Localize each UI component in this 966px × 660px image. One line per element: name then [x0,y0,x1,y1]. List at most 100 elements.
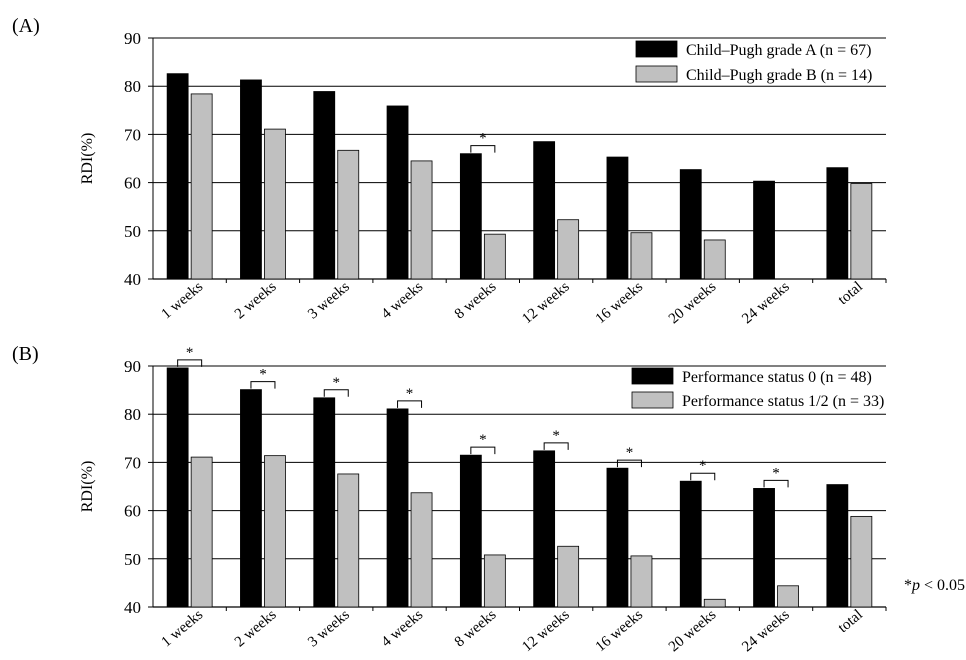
bar-light-1 [190,93,213,280]
bar-dark-6 [533,141,556,280]
bar-dark-10 [826,484,849,608]
x-tick-label: 1 weeks [159,279,207,323]
legend-entry: Child–Pugh grade B (n = 14) [686,67,872,84]
significance-bracket [763,479,789,488]
x-tick-label: 20 weeks [666,279,719,328]
bar-light-3 [337,149,360,280]
x-tick-label: 12 weeks [519,607,572,656]
y-axis-label: RDI(%) [79,133,96,185]
bar-light-6 [557,219,580,280]
bar-dark-6 [533,450,556,608]
bar-dark-3 [313,91,336,280]
legend-entry: Child–Pugh grade A (n = 67) [686,42,871,59]
bar-light-1 [190,456,213,608]
bar-dark-7 [606,467,629,608]
x-tick-label: 3 weeks [305,607,353,651]
footnote-p: p [911,577,920,594]
significance-star: * [333,375,341,391]
significance-star: * [259,367,267,383]
y-tick-label: 90 [124,357,141,376]
y-tick-label: 80 [124,405,141,424]
bar-dark-4 [386,105,409,280]
bar-light-4 [410,160,433,280]
significance-bracket [470,446,496,455]
chart-panel-b: (B) RDI(%) 40 50 60 70 80 90 1 weeks 2 weeks 3 wee… [12,343,965,655]
panel-label: (A) [12,15,40,37]
legend-swatch [635,40,678,58]
bar-light-2 [264,455,286,608]
legend-swatch [631,367,674,385]
bar-light-2 [264,128,286,280]
significance-star: * [479,131,487,147]
x-tick-label: 16 weeks [593,607,646,656]
chart-panel-a: (A) RDI(%) 40 50 60 70 80 90 1 weeks 2 weeks 3 wee… [12,15,887,328]
significance-star: * [552,428,560,444]
x-tick-label: 3 weeks [305,279,353,323]
x-tick-label: total [835,607,866,636]
bar-dark-9 [753,488,775,608]
bar-light-7 [630,232,653,280]
y-tick-label: 80 [124,77,141,96]
legend-entry: Performance status 0 (n = 48) [682,369,872,386]
bar-light-3 [337,473,360,608]
bar-dark-2 [240,79,262,280]
x-tick-label: 24 weeks [739,607,792,656]
y-tick-label: 90 [124,29,141,48]
legend-entry: Performance status 1/2 (n = 33) [682,393,884,410]
bar-light-7 [630,555,653,608]
bar-light-8 [703,598,726,608]
bar-light-6 [557,545,580,608]
bar-dark-9 [753,180,775,280]
bar-light-4 [410,492,433,608]
bar-light-9 [777,585,799,608]
significance-star: * [626,445,634,461]
x-tick-label: 1 weeks [159,607,207,651]
bar-dark-8 [679,480,702,608]
x-tick-label: 24 weeks [739,279,792,328]
significance-bracket [250,381,276,389]
significance-star: * [772,465,780,481]
bar-light-5 [483,233,506,280]
x-tick-label: 2 weeks [232,279,280,323]
bar-dark-4 [386,408,409,608]
x-tick-label: 20 weeks [666,607,719,656]
x-tick-label: 4 weeks [378,279,426,323]
significance-bracket [616,459,642,468]
bar-dark-2 [240,389,262,608]
significance-bracket [543,442,569,450]
y-tick-label: 60 [124,174,141,193]
y-tick-label: 60 [124,502,141,521]
significance-bracket [177,359,203,367]
y-tick-label: 70 [124,125,141,144]
x-tick-label: 12 weeks [519,279,572,328]
significance-star: * [186,345,194,361]
legend-swatch [631,391,674,409]
bar-light-8 [703,239,726,280]
bar-light-10 [850,515,873,608]
bar-dark-8 [679,169,702,280]
significance-star: * [699,458,707,474]
bar-dark-5 [459,454,482,608]
footnote-threshold: < 0.05 [920,577,965,594]
significance-bracket [397,400,423,408]
significance-bracket [470,145,496,153]
x-tick-label: 8 weeks [452,607,500,651]
panel-label: (B) [12,343,39,365]
y-tick-label: 50 [124,550,141,569]
bar-light-10 [850,183,873,280]
significance-bracket [323,389,349,397]
bar-dark-1 [166,367,189,608]
footnote-star: * [904,577,912,594]
bar-dark-10 [826,167,849,280]
significance-bracket [690,472,716,481]
bar-light-5 [483,554,506,608]
significance-star: * [406,386,414,402]
bar-dark-7 [606,156,629,280]
bar-dark-1 [166,73,189,280]
x-tick-label: 2 weeks [232,607,280,651]
bar-dark-5 [459,153,482,280]
y-tick-label: 40 [124,598,141,617]
y-tick-label: 50 [124,222,141,241]
y-tick-label: 70 [124,453,141,472]
